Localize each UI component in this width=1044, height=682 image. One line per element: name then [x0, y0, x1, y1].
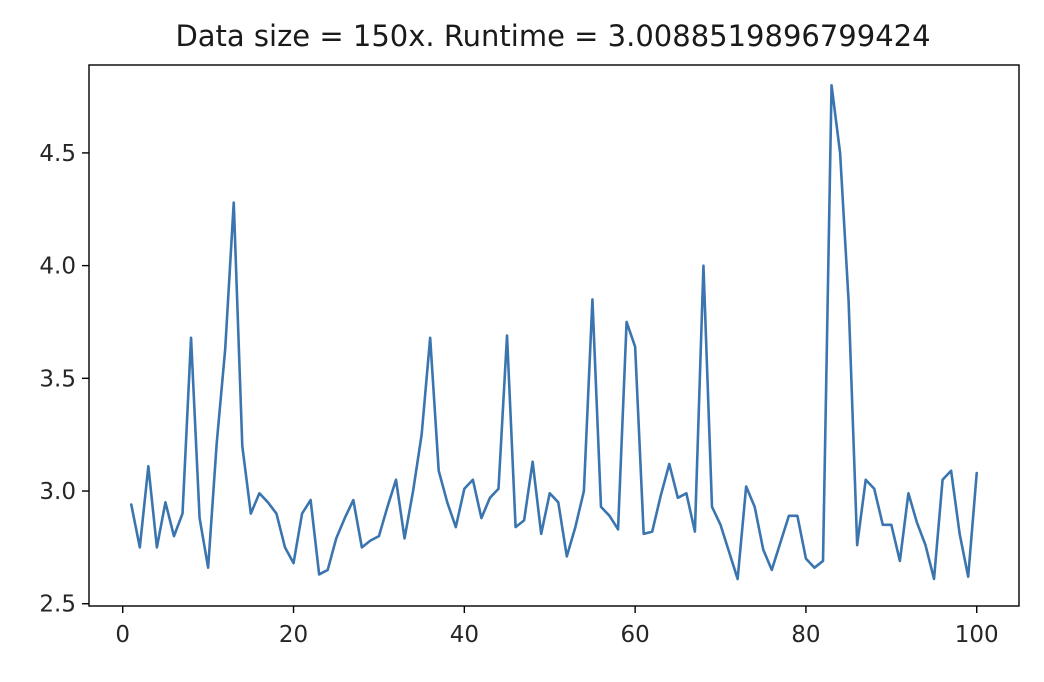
x-tick-label: 0	[115, 622, 130, 648]
x-tick-label: 20	[279, 622, 308, 648]
x-tick-label: 100	[955, 622, 999, 648]
x-tick-label: 60	[620, 622, 649, 648]
y-axis: 2.5 3.0 3.5 4.0 4.5	[39, 141, 89, 618]
y-tick-label: 3.5	[39, 366, 76, 392]
series-line-0	[129, 83, 979, 581]
x-axis: 0 20 40 60 80 100	[115, 606, 999, 648]
y-tick-label: 3.0	[39, 479, 76, 505]
x-tick-label: 40	[450, 622, 479, 648]
y-tick-label: 2.5	[39, 592, 76, 618]
y-tick-label: 4.5	[39, 141, 76, 167]
plot-marks	[129, 83, 979, 581]
y-tick-label: 4.0	[39, 254, 76, 280]
chart-title: Data size = 150x. Runtime = 3.0088519896…	[175, 19, 930, 53]
x-tick-label: 80	[791, 622, 820, 648]
plot-frame	[88, 64, 1020, 607]
